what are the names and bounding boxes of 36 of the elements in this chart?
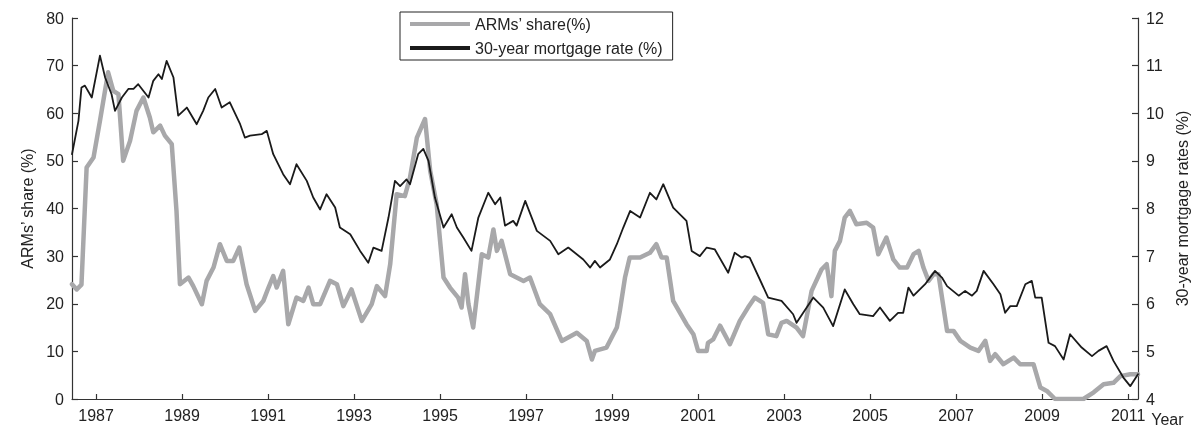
- y2-tick-label: 12: [1146, 9, 1164, 27]
- y2-tick-label: 4: [1146, 390, 1155, 408]
- y-tick-label: 40: [46, 200, 65, 217]
- legend-label: ARMs’ share(%): [475, 15, 591, 33]
- x-tick-label: 1993: [336, 406, 372, 424]
- y-tick-label: 20: [46, 295, 65, 313]
- x-tick-label: 1987: [78, 406, 114, 424]
- y-tick-label: 0: [55, 390, 65, 408]
- x-tick-label: 1995: [422, 406, 458, 424]
- x-tick-label: 2005: [852, 406, 888, 424]
- legend-label: 30-year mortgage rate (%): [475, 39, 663, 57]
- y-tick-label: 70: [46, 57, 65, 75]
- x-tick-label: 2007: [938, 406, 974, 424]
- y2-tick-label: 7: [1146, 247, 1155, 265]
- y-tick-label: 10: [46, 342, 65, 360]
- x-tick-label: 2011: [1110, 406, 1146, 424]
- y2-tick-label: 9: [1146, 152, 1155, 170]
- y-tick-label: 30: [46, 247, 65, 265]
- x-tick-label: 1997: [508, 406, 544, 424]
- y2-tick-label: 6: [1146, 295, 1155, 313]
- x-tick-label: 2001: [680, 406, 716, 424]
- y2-tick-label: 10: [1146, 104, 1164, 122]
- y2-tick-label: 5: [1146, 342, 1155, 360]
- x-tick-label: 1991: [250, 406, 286, 424]
- x-tick-label: 2009: [1024, 406, 1061, 424]
- y2-axis-title: 30-year mortgage rates (%): [1174, 110, 1192, 307]
- x-tick-label: 1989: [164, 406, 200, 424]
- y-tick-label: 80: [46, 9, 65, 27]
- y-tick-label: 50: [46, 152, 65, 170]
- y2-tick-label: 8: [1146, 200, 1155, 217]
- y-tick-label: 60: [46, 104, 65, 122]
- y-axis-title: ARMs’ share (%): [18, 148, 36, 269]
- x-axis-title: Year: [1151, 410, 1185, 428]
- y2-tick-label: 11: [1146, 57, 1163, 75]
- x-tick-label: 1999: [594, 406, 630, 424]
- x-tick-label: 2003: [766, 406, 802, 424]
